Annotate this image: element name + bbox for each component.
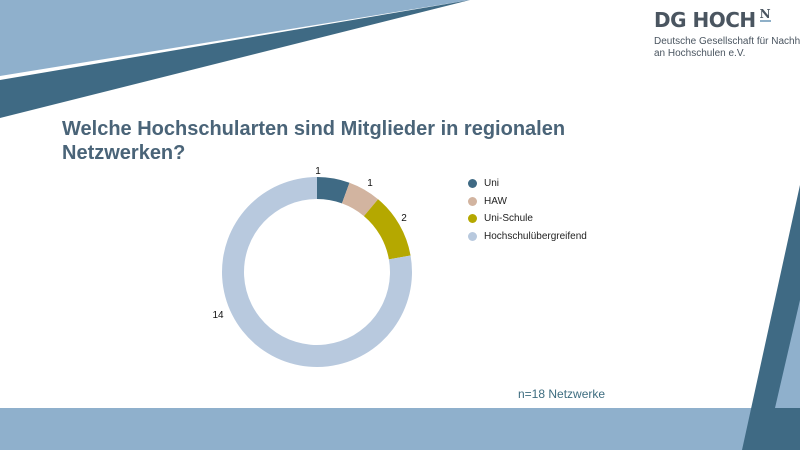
legend-item: Hochschulübergreifend <box>468 228 587 246</box>
legend-item: HAW <box>468 193 587 211</box>
legend: Uni HAW Uni-Schule Hochschulübergreifend <box>468 175 587 245</box>
logo-text: DG HOCH <box>654 8 756 32</box>
legend-label: Hochschulübergreifend <box>484 230 587 242</box>
right-light-band <box>775 300 800 408</box>
legend-label: Uni <box>484 178 500 190</box>
logo-subtitle: Deutsche Gesellschaft für Nachhaltigkeit… <box>654 36 800 60</box>
donut-slice-uni-schule <box>363 199 411 260</box>
donut-slice-uni <box>317 177 350 204</box>
legend-label: Uni-Schule <box>484 213 533 225</box>
data-label: 1 <box>315 166 321 177</box>
bottom-band <box>0 408 800 450</box>
data-label: 14 <box>212 310 224 321</box>
logo: DG HOCH N Deutsche Gesellschaft für Nach… <box>654 8 800 60</box>
top-dark-band <box>0 0 470 118</box>
donut-slice-haw <box>341 182 379 217</box>
top-light-band <box>0 0 470 76</box>
logo-superscript: N <box>759 7 771 22</box>
legend-item: Uni-Schule <box>468 210 587 228</box>
sample-size-note: n=18 Netzwerke <box>518 387 606 401</box>
data-label: 1 <box>367 178 373 189</box>
legend-item: Uni <box>468 175 587 193</box>
logo-subtitle-line1: Deutsche Gesellschaft für Nachhaltigkeit <box>654 36 800 47</box>
legend-swatch-icon <box>468 179 477 189</box>
legend-swatch-icon <box>468 196 477 206</box>
logo-wordmark: DG HOCH N <box>654 8 800 34</box>
legend-swatch-icon <box>468 231 477 241</box>
slide-title: Welche Hochschularten sind Mitglieder in… <box>62 118 566 164</box>
logo-subtitle-line2: an Hochschulen e.V. <box>654 48 746 59</box>
legend-label: HAW <box>484 195 507 207</box>
legend-swatch-icon <box>468 214 477 224</box>
data-label: 2 <box>401 213 407 224</box>
